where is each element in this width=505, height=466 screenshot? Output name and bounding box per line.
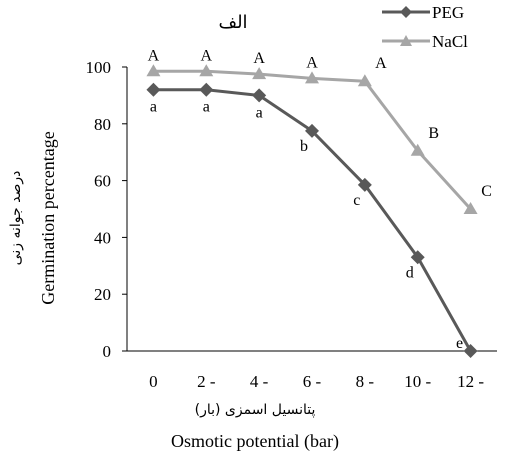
x-tick-label: 8 - (356, 372, 375, 391)
data-point-peg (252, 88, 267, 103)
y-tick-label: 80 (94, 115, 111, 134)
data-point-nacl (463, 202, 478, 214)
point-label-peg: b (300, 138, 308, 155)
y-tick-label: 40 (94, 228, 111, 247)
data-point-nacl (305, 71, 319, 84)
y-axis-title: Germination percentage (38, 131, 58, 304)
legend-item-peg: PEG (382, 3, 464, 22)
x-axis-title: Osmotic potential (bar) (171, 431, 339, 452)
legend-marker-peg (400, 6, 412, 18)
data-point-peg (305, 123, 319, 138)
data-point-peg (463, 344, 478, 358)
x-tick-label: 0 (149, 372, 158, 391)
series-markers (146, 64, 478, 358)
chart-title: الف (218, 12, 247, 33)
data-point-nacl (146, 64, 161, 77)
legend: PEG NaCl (382, 3, 468, 51)
x-tick-label: 4 - (250, 372, 269, 391)
y-axis-title-fa: درصد جوانه زنی (8, 171, 24, 266)
data-point-peg (199, 82, 214, 97)
data-point-nacl (252, 67, 267, 80)
series-line-nacl (153, 69, 472, 211)
y-tick-label: 0 (103, 342, 112, 361)
data-point-peg (357, 177, 372, 192)
legend-label-nacl: NaCl (432, 32, 468, 51)
point-label-nacl: B (428, 125, 439, 142)
data-point-nacl (357, 74, 372, 87)
data-point-nacl (410, 143, 425, 156)
point-label-peg: a (150, 99, 157, 116)
x-tick-label: 2 - (197, 372, 216, 391)
point-label-peg: a (203, 99, 210, 116)
point-label-nacl: A (148, 47, 160, 64)
legend-item-nacl: NaCl (382, 32, 468, 51)
data-point-nacl (199, 64, 214, 77)
legend-label-peg: PEG (432, 3, 464, 22)
y-tick-label: 60 (94, 172, 111, 191)
data-point-peg (146, 82, 161, 97)
x-tick-label: 12 - (457, 372, 484, 391)
legend-marker-nacl (400, 35, 412, 46)
point-label-peg: a (256, 104, 263, 121)
point-label-nacl: A (306, 54, 318, 71)
point-label-peg: c (353, 192, 360, 209)
point-label-nacl: A (201, 47, 213, 64)
point-label-nacl: C (481, 183, 492, 200)
point-labels: A A A A A B Ca a a b c d e (148, 47, 492, 352)
axes: 0 20 40 60 80 100 0 2 - 4 - 6 - 8 - 10 - 12 - (86, 58, 497, 391)
point-label-peg: d (406, 264, 414, 281)
x-tick-label: 6 - (303, 372, 322, 391)
series-lines (153, 69, 472, 352)
point-label-nacl: A (253, 50, 265, 67)
data-point-peg (410, 250, 425, 265)
point-label-peg: e (456, 335, 463, 352)
y-tick-label: 100 (86, 58, 112, 77)
point-label-nacl: A (375, 55, 387, 72)
x-tick-label: 10 - (404, 372, 431, 391)
x-axis-title-fa: پتانسیل اسمزی (بار) (195, 402, 316, 418)
y-tick-label: 20 (94, 285, 111, 304)
